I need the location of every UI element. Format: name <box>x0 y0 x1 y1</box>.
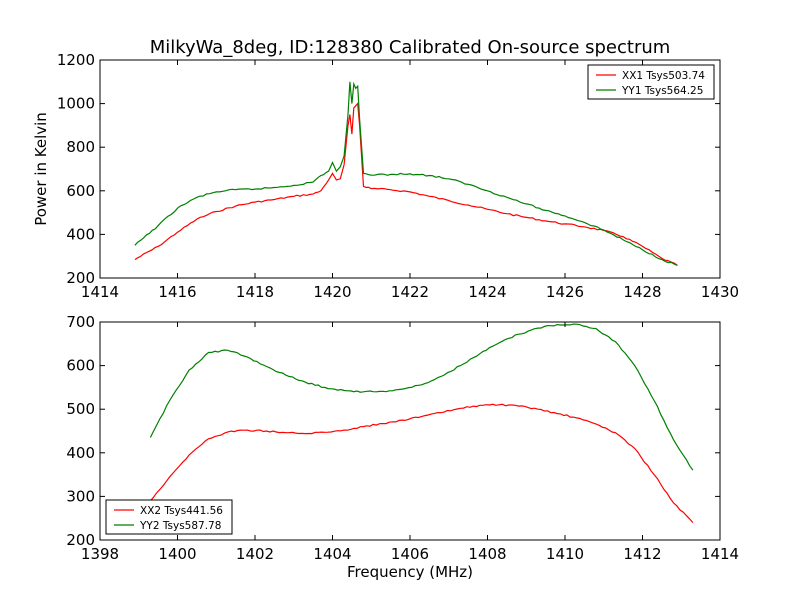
series-line-yy1 <box>134 81 678 266</box>
x-tick-label: 1400 <box>158 545 196 563</box>
series-line-xx2 <box>149 403 694 523</box>
legend: XX2 Tsys441.56 YY2 Tsys587.78 <box>105 499 233 535</box>
legend: XX1 Tsys503.74 YY1 Tsys564.25 <box>587 64 715 100</box>
x-tick-label: 1430 <box>701 283 739 301</box>
y-tick-label: 500 <box>66 400 95 418</box>
x-tick-label: 1414 <box>701 545 739 563</box>
bottom-spectrum-panel: 1398 1400 1402 1404 1406 1408 1410 1412 1414 200 3… <box>66 313 739 581</box>
chart-title: MilkyWa_8deg, ID:128380 Calibrated On-so… <box>150 37 671 58</box>
y-tick-label: 400 <box>66 444 95 462</box>
y-tick-label: 600 <box>66 357 95 375</box>
legend-entry: XX1 Tsys503.74 <box>622 70 705 82</box>
x-tick-label: 1404 <box>313 545 351 563</box>
x-tick-label: 1422 <box>391 283 429 301</box>
x-tick-label: 1414 <box>81 283 119 301</box>
x-tick-label: 1424 <box>468 283 506 301</box>
y-tick-label: 800 <box>66 138 95 156</box>
legend-box <box>587 64 715 100</box>
legend-entry: YY1 Tsys564.25 <box>621 85 703 97</box>
y-tick-label: 600 <box>66 182 95 200</box>
legend-entry: YY2 Tsys587.78 <box>139 520 221 532</box>
x-tick-label: 1416 <box>158 283 196 301</box>
y-tick-label: 300 <box>66 487 95 505</box>
x-tick-label: 1408 <box>468 545 506 563</box>
series-line-xx1 <box>134 102 678 266</box>
x-tick-label: 1426 <box>546 283 584 301</box>
y-tick-label: 200 <box>66 531 95 549</box>
x-tick-label: 1398 <box>81 545 119 563</box>
x-tick-label: 1410 <box>546 545 584 563</box>
x-tick-label: 1412 <box>623 545 661 563</box>
y-tick-label: 1200 <box>57 51 95 69</box>
series-line-yy2 <box>149 323 694 471</box>
x-tick-label: 1420 <box>313 283 351 301</box>
y-axis-label: Power in Kelvin <box>32 112 50 226</box>
top-spectrum-panel: 1414 1416 1418 1420 1422 1424 1426 1428 1430 200 4… <box>32 51 739 301</box>
y-tick-label: 1000 <box>57 95 95 113</box>
x-tick-label: 1402 <box>236 545 274 563</box>
x-axis-label: Frequency (MHz) <box>347 563 473 581</box>
legend-box <box>105 499 233 535</box>
x-tick-label: 1406 <box>391 545 429 563</box>
y-tick-label: 400 <box>66 225 95 243</box>
y-tick-label: 200 <box>66 269 95 287</box>
legend-entry: XX2 Tsys441.56 <box>140 505 223 517</box>
y-tick-label: 700 <box>66 313 95 331</box>
x-tick-label: 1428 <box>623 283 661 301</box>
x-tick-label: 1418 <box>236 283 274 301</box>
